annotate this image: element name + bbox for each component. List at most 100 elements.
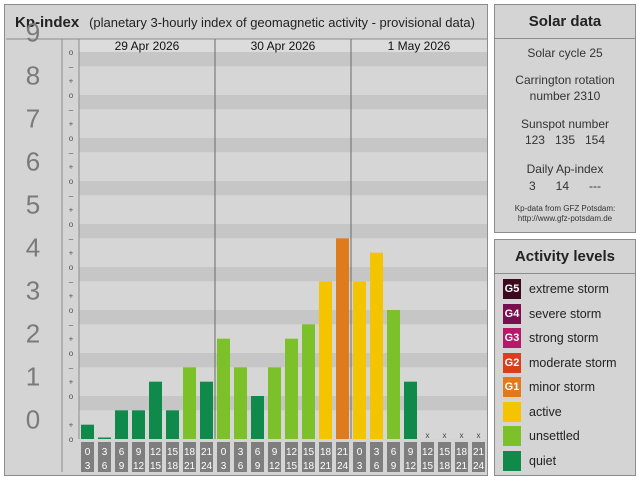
interval-cell — [132, 442, 145, 472]
legend-item-severe-storm: G4 severe storm — [503, 303, 602, 324]
band-dark — [79, 310, 487, 325]
kp-bar — [200, 381, 213, 439]
y-tick-label: 8 — [26, 61, 40, 91]
interval-label: 9 — [391, 461, 397, 472]
interval-cell — [404, 442, 417, 472]
legend-item-strong-storm: G3 strong storm — [503, 328, 598, 348]
interval-label: 12 — [150, 447, 162, 458]
kp-bar — [217, 338, 230, 439]
minor-tick-symbol: – — [69, 234, 74, 243]
legend-label: severe storm — [529, 306, 602, 321]
kp-bar — [183, 367, 196, 439]
y-tick-label: 9 — [26, 18, 40, 48]
kp-bar — [149, 381, 162, 439]
missing-value-marker: x — [477, 431, 481, 440]
legend-item-moderate-storm: G2 moderate storm — [503, 352, 617, 373]
kp-bar — [336, 238, 349, 439]
minor-tick-symbol: o — [69, 263, 74, 272]
minor-tick-symbol: o — [69, 48, 74, 57]
kp-bar — [387, 310, 400, 439]
interval-label: 15 — [439, 447, 451, 458]
legend-item-active: active — [503, 401, 562, 422]
legend-swatch: G2 — [503, 352, 521, 373]
kp-bar — [285, 338, 298, 439]
kp-bar — [319, 281, 332, 439]
y-tick-label: 7 — [26, 104, 40, 134]
interval-cell — [438, 442, 451, 472]
interval-label: 9 — [255, 461, 261, 472]
chart-title: Kp-index (planetary 3-hourly index of ge… — [15, 14, 475, 31]
interval-label: 12 — [133, 461, 145, 472]
interval-cell — [81, 442, 94, 472]
band-dark — [79, 353, 487, 368]
sunspot-label: Sunspot number — [520, 117, 610, 131]
band-light — [79, 195, 487, 224]
minor-tick-symbol: – — [69, 277, 74, 286]
kp-bar — [98, 437, 111, 439]
interval-label: 0 — [221, 447, 227, 458]
kp-bar — [166, 410, 179, 439]
minor-tick-symbol: + — [69, 292, 74, 301]
interval-cell — [200, 442, 213, 472]
interval-cell — [268, 442, 281, 472]
band-light — [79, 281, 487, 310]
day-label: 29 Apr 2026 — [115, 39, 180, 53]
minor-tick-symbol: + — [69, 421, 74, 430]
kp-bar — [353, 281, 366, 439]
interval-label: 18 — [303, 461, 315, 472]
interval-label: 9 — [119, 461, 125, 472]
interval-cell — [370, 442, 383, 472]
source-url: http://www.gfz-potsdam.de — [517, 214, 613, 223]
interval-cell — [217, 442, 230, 472]
interval-label: 18 — [456, 447, 468, 458]
interval-label: 6 — [255, 447, 261, 458]
top-strip — [79, 39, 487, 52]
interval-label: 12 — [422, 447, 434, 458]
interval-label: 12 — [286, 447, 298, 458]
interval-cell — [302, 442, 315, 472]
kp-bar — [234, 367, 247, 439]
interval-cell — [149, 442, 162, 472]
minor-tick-symbol: o — [69, 91, 74, 100]
minor-tick-symbol: + — [69, 206, 74, 215]
interval-label: 12 — [405, 461, 417, 472]
interval-label: 6 — [102, 461, 108, 472]
interval-label: 9 — [136, 447, 142, 458]
band-dark — [79, 138, 487, 153]
interval-label: 9 — [408, 447, 414, 458]
kp-bar — [404, 381, 417, 439]
band-light — [79, 410, 487, 439]
minor-tick-column — [62, 39, 79, 439]
y-tick-label: 5 — [26, 190, 40, 220]
band-dark — [79, 224, 487, 239]
interval-label: 21 — [473, 447, 485, 458]
interval-label: 15 — [286, 461, 298, 472]
solar-data-panel: Solar data Solar cycle 25 Carrington rot… — [494, 4, 636, 233]
interval-label: 3 — [238, 447, 244, 458]
interval-cell — [234, 442, 247, 472]
band-light — [79, 152, 487, 181]
band-light — [79, 109, 487, 138]
interval-cell — [166, 442, 179, 472]
interval-label: 3 — [85, 461, 91, 472]
interval-label: 6 — [119, 447, 125, 458]
y-tick-label: 2 — [26, 319, 40, 349]
minor-tick-symbol: o — [69, 134, 74, 143]
minor-tick-symbol: o — [69, 177, 74, 186]
legend-item-quiet: quiet — [503, 450, 556, 471]
y-tick-label: 0 — [26, 405, 40, 435]
interval-label: 21 — [184, 461, 196, 472]
solar-cycle: Solar cycle 25 — [527, 46, 603, 60]
legend-label: extreme storm — [529, 282, 609, 296]
interval-label: 6 — [374, 461, 380, 472]
band-dark — [79, 181, 487, 196]
band-light — [79, 238, 487, 267]
interval-cell — [472, 442, 485, 472]
interval-label: 15 — [150, 461, 162, 472]
legend-label: unsettled — [529, 429, 580, 443]
band-light — [79, 66, 487, 95]
legend-swatch — [503, 401, 521, 422]
interval-label: 15 — [167, 447, 179, 458]
kp-bar — [268, 367, 281, 439]
